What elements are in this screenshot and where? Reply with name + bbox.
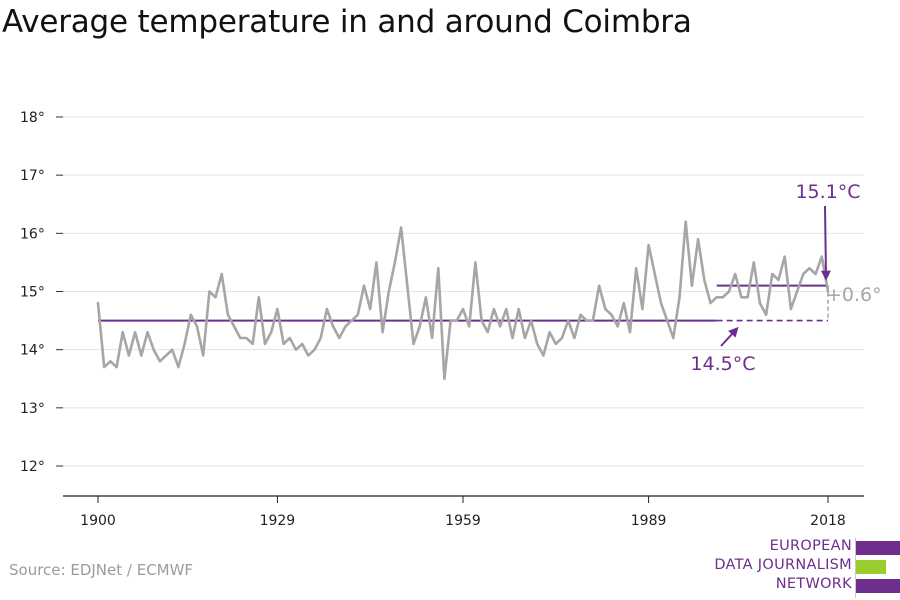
logo-bar-purple-bottom <box>856 579 900 593</box>
annotations: 15.1°C 14.5°C +0.6° <box>690 181 881 375</box>
y-tick-label-14: 14° <box>20 343 45 359</box>
logo-line-1: EUROPEAN <box>769 538 852 554</box>
difference-label: +0.6° <box>826 284 882 306</box>
y-tick-label-18: 18° <box>20 110 45 126</box>
source-note: Source: EDJNet / ECMWF <box>9 561 194 579</box>
logo-bar-purple-top <box>856 541 900 555</box>
x-tick-label-2018: 2018 <box>810 513 846 529</box>
logo-bar-row-2 <box>856 560 900 574</box>
y-tick-label-12: 12° <box>20 459 45 475</box>
x-tick-label-1900: 1900 <box>80 513 116 529</box>
y-tick-label-13: 13° <box>20 401 45 417</box>
recent-mean-label: 15.1°C <box>795 181 860 203</box>
temperature-series <box>96 220 830 381</box>
chart-title: Average temperature in and around Coimbr… <box>2 4 692 40</box>
grid-lines <box>63 116 864 467</box>
line-chart: 12° 13° 14° 15° 16° 17° 18° 1900 1929 1959 1989 20… <box>20 110 882 529</box>
recent-mean-arrow <box>820 205 831 281</box>
logo-line-3: NETWORK <box>775 576 852 592</box>
x-tick-label-1929: 1929 <box>260 513 296 529</box>
x-tick-label-1989: 1989 <box>631 513 667 529</box>
edjnet-logo: EUROPEAN DATA JOURNALISM NETWORK <box>700 538 900 598</box>
series-line-0 <box>96 220 830 381</box>
y-tick-label-15: 15° <box>20 285 45 301</box>
y-axis: 12° 13° 14° 15° 16° 17° 18° <box>20 110 63 475</box>
baseline-mean-label: 14.5°C <box>690 353 755 375</box>
y-tick-label-16: 16° <box>20 226 45 242</box>
logo-divider <box>855 538 856 598</box>
x-axis: 1900 1929 1959 1989 2018 <box>63 495 864 529</box>
baseline-mean-arrow <box>720 326 739 347</box>
logo-bar-green <box>856 560 886 574</box>
logo-line-2: DATA JOURNALISM <box>714 557 852 573</box>
y-tick-label-17: 17° <box>20 168 45 184</box>
x-tick-label-1959: 1959 <box>445 513 481 529</box>
